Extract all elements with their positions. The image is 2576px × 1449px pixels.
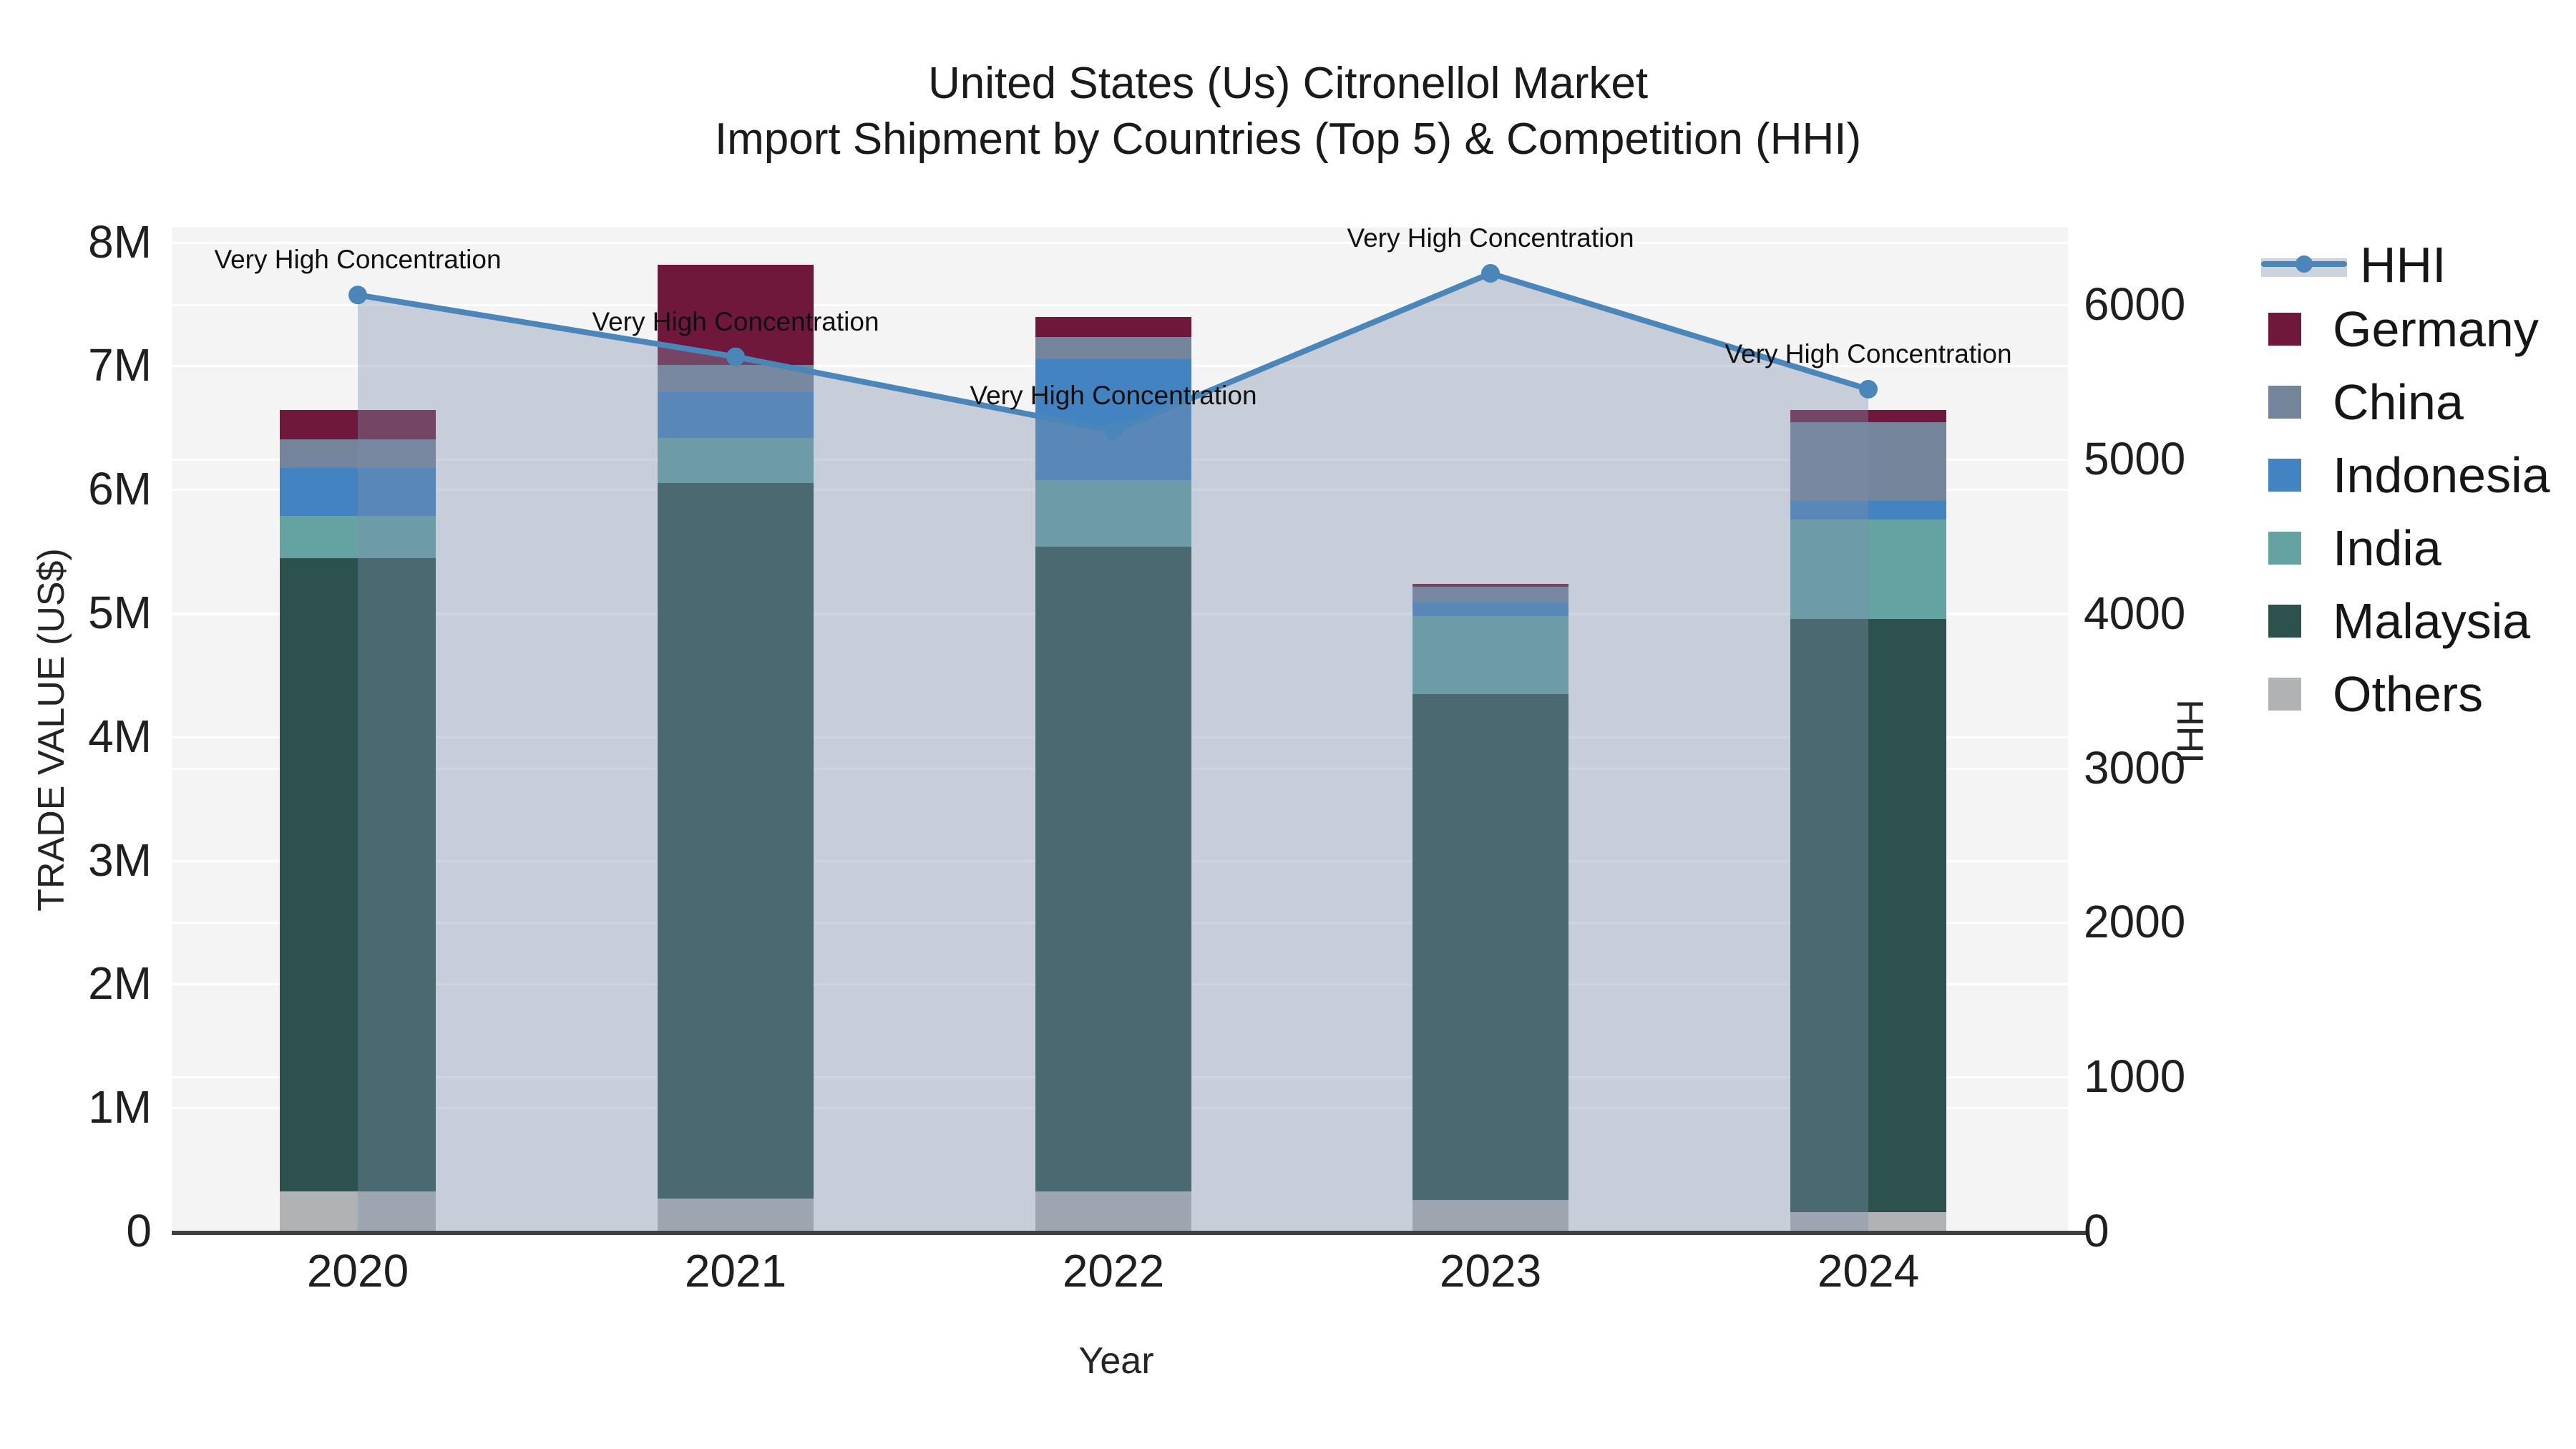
annotation-2023: Very High Concentration bbox=[1347, 223, 1634, 253]
legend-swatch-indonesia bbox=[2268, 459, 2301, 492]
legend-label-others: Others bbox=[2333, 666, 2484, 722]
hhi-marker-legend-dot bbox=[2296, 255, 2313, 273]
legend-item-india[interactable]: India bbox=[2261, 519, 2441, 577]
hhi-line-layer bbox=[348, 264, 1878, 1231]
x-tick-2023: 2023 bbox=[1439, 1245, 1542, 1297]
bar-segment-malaysia-2023[interactable] bbox=[1413, 694, 1568, 1200]
bar-segment-india-2024[interactable] bbox=[1790, 519, 1946, 619]
y-left-tick-3M: 3M bbox=[88, 834, 152, 886]
x-axis-line bbox=[172, 1231, 2089, 1235]
bar-segment-indonesia-2023[interactable] bbox=[1413, 602, 1568, 617]
bar-segment-malaysia-2020[interactable] bbox=[280, 557, 436, 1191]
annotation-2024: Very High Concentration bbox=[1724, 338, 2012, 369]
x-tick-2021: 2021 bbox=[684, 1245, 787, 1297]
y-right-tick-1000: 1000 bbox=[2084, 1050, 2186, 1103]
gridline-left-8M bbox=[172, 241, 2068, 244]
x-tick-2024: 2024 bbox=[1817, 1245, 1920, 1297]
legend-item-hhi[interactable]: HHI bbox=[2261, 236, 2446, 293]
bar-segment-india-2020[interactable] bbox=[280, 516, 436, 558]
bar-segment-others-2022[interactable] bbox=[1035, 1191, 1191, 1231]
hhi-marker-2023[interactable] bbox=[1481, 264, 1500, 283]
annotation-2022: Very High Concentration bbox=[970, 381, 1257, 411]
bar-segment-china-2022[interactable] bbox=[1035, 336, 1191, 359]
legend-item-china[interactable]: China bbox=[2261, 374, 2464, 431]
hhi-marker-2021[interactable] bbox=[726, 347, 745, 366]
bar-segment-malaysia-2024[interactable] bbox=[1790, 618, 1946, 1213]
legend-item-malaysia[interactable]: Malaysia bbox=[2261, 592, 2530, 650]
y-axis-right-title: HHI bbox=[2169, 699, 2210, 763]
plot-area bbox=[172, 228, 2068, 1231]
bar-segment-germany-2023[interactable] bbox=[1413, 584, 1568, 587]
y-left-tick-2M: 2M bbox=[88, 957, 152, 1010]
y-right-tick-5000: 5000 bbox=[2084, 433, 2186, 484]
legend-label-hhi: HHI bbox=[2360, 237, 2446, 293]
y-right-tick-6000: 6000 bbox=[2084, 278, 2186, 331]
bar-segment-indonesia-2024[interactable] bbox=[1790, 501, 1946, 520]
chart-title: United States (Us) Citronellol Market Im… bbox=[0, 56, 2576, 167]
bar-segment-germany-2020[interactable] bbox=[280, 409, 436, 440]
x-tick-2022: 2022 bbox=[1062, 1245, 1165, 1297]
legend-swatch-others bbox=[2268, 678, 2301, 711]
x-axis-title: Year bbox=[1078, 1340, 1154, 1382]
y-right-tick-0: 0 bbox=[2084, 1205, 2109, 1257]
legend-swatch-china bbox=[2268, 386, 2301, 419]
bar-segment-indonesia-2020[interactable] bbox=[280, 467, 436, 517]
legend-swatch-india bbox=[2268, 532, 2301, 565]
y-axis-left-title: TRADE VALUE (US$) bbox=[31, 548, 72, 912]
legend-label-germany: Germany bbox=[2333, 301, 2539, 357]
legend-swatch-malaysia bbox=[2268, 605, 2301, 638]
gridline-right-6000 bbox=[172, 304, 2068, 307]
bar-segment-india-2022[interactable] bbox=[1035, 480, 1191, 547]
bar-segment-others-2021[interactable] bbox=[658, 1199, 814, 1231]
legend-item-indonesia[interactable]: Indonesia bbox=[2261, 447, 2550, 504]
legend-label-india: India bbox=[2333, 520, 2441, 576]
hhi-marker-2022[interactable] bbox=[1104, 421, 1123, 441]
legend-swatch-germany bbox=[2268, 313, 2301, 346]
bar-segment-india-2021[interactable] bbox=[658, 438, 814, 483]
hhi-area-fill bbox=[358, 273, 1868, 1231]
bar-segment-indonesia-2021[interactable] bbox=[658, 392, 814, 439]
bar-segment-germany-2024[interactable] bbox=[1790, 409, 1946, 422]
annotation-2020: Very High Concentration bbox=[214, 245, 502, 275]
bar-segment-malaysia-2021[interactable] bbox=[658, 482, 814, 1199]
y-right-tick-2000: 2000 bbox=[2084, 896, 2186, 948]
bar-segment-others-2024[interactable] bbox=[1790, 1212, 1946, 1231]
y-left-tick-0: 0 bbox=[126, 1205, 152, 1257]
bar-segment-china-2020[interactable] bbox=[280, 439, 436, 468]
y-left-tick-4M: 4M bbox=[88, 710, 152, 762]
y-left-tick-1M: 1M bbox=[88, 1081, 152, 1133]
legend-item-germany[interactable]: Germany bbox=[2261, 301, 2539, 358]
legend-item-others[interactable]: Others bbox=[2261, 665, 2483, 723]
bar-segment-others-2020[interactable] bbox=[280, 1191, 436, 1231]
hhi-marker-2020[interactable] bbox=[348, 286, 367, 305]
legend-label-china: China bbox=[2333, 374, 2464, 430]
legend-label-indonesia: Indonesia bbox=[2333, 447, 2550, 503]
bar-segment-china-2023[interactable] bbox=[1413, 586, 1568, 603]
y-left-tick-6M: 6M bbox=[88, 463, 152, 515]
bar-segment-india-2023[interactable] bbox=[1413, 616, 1568, 695]
y-left-tick-5M: 5M bbox=[88, 587, 152, 638]
bar-segment-others-2023[interactable] bbox=[1413, 1199, 1568, 1231]
chart-title-line2: Import Shipment by Countries (Top 5) & C… bbox=[714, 114, 1862, 165]
legend-label-malaysia: Malaysia bbox=[2333, 593, 2531, 649]
bar-segment-china-2024[interactable] bbox=[1790, 421, 1946, 502]
y-left-tick-8M: 8M bbox=[88, 215, 152, 268]
y-right-tick-3000: 3000 bbox=[2084, 741, 2186, 794]
hhi-marker-2024[interactable] bbox=[1859, 379, 1878, 399]
y-left-tick-7M: 7M bbox=[88, 339, 152, 391]
chart-title-line1: United States (Us) Citronellol Market bbox=[927, 59, 1649, 108]
y-right-tick-4000: 4000 bbox=[2084, 587, 2186, 639]
x-tick-2020: 2020 bbox=[306, 1245, 409, 1297]
bar-segment-malaysia-2022[interactable] bbox=[1035, 547, 1191, 1191]
hhi-line-legend-icon bbox=[2261, 248, 2347, 281]
annotation-2021: Very High Concentration bbox=[592, 306, 879, 336]
bar-segment-germany-2022[interactable] bbox=[1035, 317, 1191, 337]
